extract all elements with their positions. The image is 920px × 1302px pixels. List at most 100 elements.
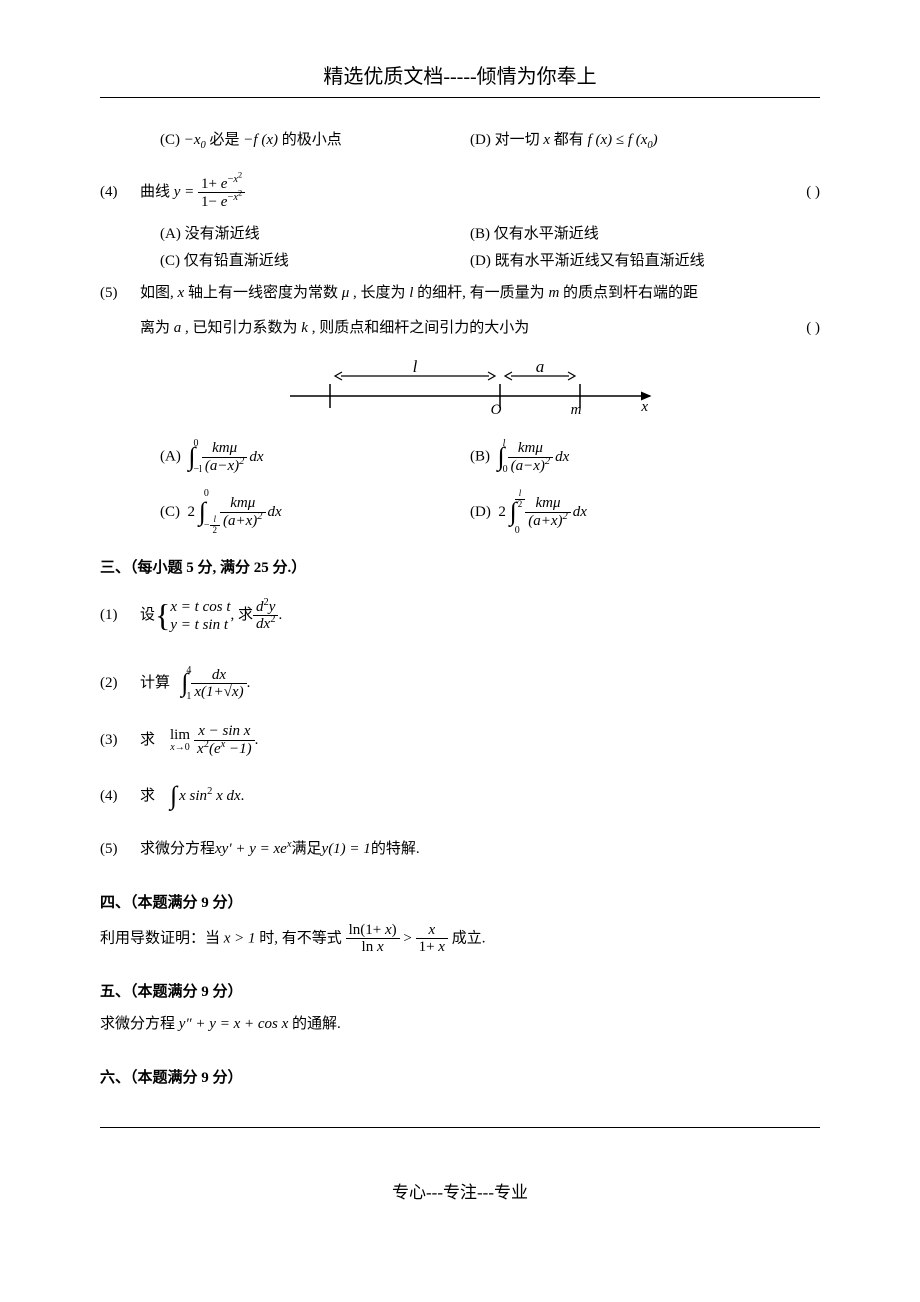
sec3-q5: (5) 求微分方程 xy′ + y = xex 满足 y(1) = 1 的特解.	[100, 836, 820, 863]
text: 离为	[140, 320, 174, 336]
q5-line1: (5) 如图, x 轴上有一线密度为常数 μ , 长度为 l 的细杆, 有一质量…	[100, 280, 820, 307]
page-header-title: 精选优质文档-----倾情为你奉上	[100, 60, 820, 89]
q-body: 如图, x 轴上有一线密度为常数 μ , 长度为 l 的细杆, 有一质量为 m …	[140, 280, 820, 307]
int-upper: 0	[204, 489, 220, 499]
svg-text:m: m	[571, 402, 582, 416]
header-rule	[100, 97, 820, 98]
q4-opt-b: (B) 仅有水平渐近线	[470, 222, 820, 243]
coef: 2	[498, 504, 506, 520]
text: , 则质点和细杆之间引力的大小为	[308, 320, 529, 336]
text: 轴上有一线密度为常数	[184, 285, 342, 301]
eq2: y = t sin t	[170, 616, 230, 634]
q3-opt-d: (D) 对一切 x 都有 f (x) ≤ f (x0)	[470, 128, 820, 149]
text: , 长度为	[349, 285, 409, 301]
param-eqs: x = t cos t y = t sin t	[170, 598, 230, 634]
fraction: kmμ(a+x)2	[525, 495, 571, 529]
text: 的极小点	[278, 132, 342, 148]
q5-opt-c: (C) 2 ∫0−l2 kmμ(a+x)2 dx	[160, 489, 470, 536]
q3-opt-c: (C) −x0 必是 −f (x) 的极小点	[160, 128, 470, 149]
ode: y″ + y = x + cos x	[179, 1016, 289, 1032]
period: .	[255, 727, 259, 754]
text: 求	[140, 783, 155, 810]
text: 的质点到杆右端的距	[559, 285, 698, 301]
sec3-q3: (3) 求 lim x→0 x − sin x x2(ex −1) .	[100, 723, 820, 757]
text: 利用导数证明：当	[100, 930, 224, 946]
dx: dx	[573, 504, 587, 521]
fraction: dx x(1+√x)	[191, 667, 246, 701]
text: 的细杆, 有一质量为	[413, 285, 548, 301]
eq1: x = t cos t	[170, 598, 230, 616]
fraction: kmμ(a−x)2	[202, 440, 248, 474]
opt-label: (C)	[160, 504, 180, 520]
text: 如图,	[140, 285, 178, 301]
opt-label: (D)	[470, 132, 491, 148]
fraction: x − sin x x2(ex −1)	[194, 723, 255, 757]
period: .	[278, 602, 282, 629]
sec5-head: 五、（本题满分 9 分）	[100, 980, 820, 1001]
gt: >	[403, 930, 415, 946]
sec3-q2: (2) 计算 ∫41 dx x(1+√x) .	[100, 660, 820, 707]
rod-diagram: laOmx	[260, 356, 660, 416]
integral: ∫l20 kmμ(a+x)2 dx	[510, 489, 587, 536]
answer-paren: ( )	[806, 315, 820, 342]
text: , 已知引力系数为	[181, 320, 301, 336]
svg-text:O: O	[491, 402, 502, 416]
period: .	[241, 783, 245, 810]
text: 满足	[292, 836, 322, 863]
fraction: kmμ(a+x)2	[220, 495, 266, 529]
q5-options-ab: (A) ∫0−l kmμ(a−x)2 dx (B) ∫l0 kmμ(a−x)2 …	[160, 439, 820, 475]
q4-stem: (4) 曲线 y = 1+ e−x2 1− e−x2 ( )	[100, 175, 820, 210]
opt-label: (A)	[160, 448, 181, 464]
sec3-q1: (1) 设 { x = t cos t y = t sin t , 求 d2y …	[100, 587, 820, 645]
text: 时, 有不等式	[256, 930, 346, 946]
coef: 2	[188, 504, 196, 520]
opt-label: (D)	[470, 504, 491, 520]
den-base: (a−x)	[511, 458, 545, 474]
svg-text:a: a	[536, 357, 545, 376]
sec3-q4: (4) 求 ∫ x sin2 x dx .	[100, 773, 820, 820]
math-expr: f (x) ≤ f (x0)	[588, 132, 658, 148]
dx: dx	[268, 504, 282, 521]
fraction: x 1+ x	[416, 922, 448, 956]
dx: dx	[555, 449, 569, 466]
den-base: (a+x)	[528, 513, 562, 529]
sec5-body: 求微分方程 y″ + y = x + cos x 的通解.	[100, 1011, 820, 1038]
q-num: (1)	[100, 602, 140, 629]
q4-options-cd: (C) 仅有铅直渐近线 (D) 既有水平渐近线又有铅直渐近线	[160, 249, 820, 270]
opt-label: (C)	[160, 132, 180, 148]
fraction: d2y dx2	[253, 599, 278, 633]
integral: ∫41 dx x(1+√x)	[181, 660, 246, 707]
opt-label: (B)	[470, 448, 490, 464]
q4-options-ab: (A) 没有渐近线 (B) 仅有水平渐近线	[160, 222, 820, 243]
q-num: (3)	[100, 727, 140, 754]
fraction: ln(1+ x) ln x	[346, 922, 400, 956]
text: 求微分方程	[140, 836, 215, 863]
text: 对一切	[495, 132, 544, 148]
q5: (5) 如图, x 轴上有一线密度为常数 μ , 长度为 l 的细杆, 有一质量…	[100, 280, 820, 536]
text: 设	[140, 602, 155, 629]
math-var: k	[301, 320, 308, 336]
q4-opt-c: (C) 仅有铅直渐近线	[160, 249, 470, 270]
q-num: (5)	[100, 836, 140, 863]
q4-opt-d: (D) 既有水平渐近线又有铅直渐近线	[470, 249, 820, 270]
cond: x > 1	[224, 930, 256, 946]
svg-text:l: l	[413, 357, 418, 376]
integral: ∫0−l kmμ(a−x)2 dx	[188, 439, 263, 475]
q-body: 曲线 y = 1+ e−x2 1− e−x2	[140, 175, 786, 210]
q5-options-cd: (C) 2 ∫0−l2 kmμ(a+x)2 dx (D) 2 ∫l20 kmμ(…	[160, 489, 820, 536]
math-expr: y =	[174, 184, 198, 200]
page-footer: 专心---专注---专业	[100, 1178, 820, 1203]
q5-line2: 离为 a , 已知引力系数为 k , 则质点和细杆之间引力的大小为 ( )	[140, 315, 820, 342]
text: 必是	[206, 132, 244, 148]
q5-opt-d: (D) 2 ∫l20 kmμ(a+x)2 dx	[470, 489, 820, 536]
period: .	[247, 670, 251, 697]
ic: y(1) = 1	[322, 836, 371, 863]
fraction: kmμ(a−x)2	[508, 440, 554, 474]
sec6-head: 六、（本题满分 9 分）	[100, 1066, 820, 1087]
integral: ∫ x sin2 x dx	[170, 773, 241, 820]
integrand: x sin2 x dx	[179, 783, 241, 810]
text: 求	[140, 727, 155, 754]
text: , 求	[231, 602, 254, 629]
text: 求微分方程	[100, 1016, 179, 1032]
q4-opt-a: (A) 没有渐近线	[160, 222, 470, 243]
